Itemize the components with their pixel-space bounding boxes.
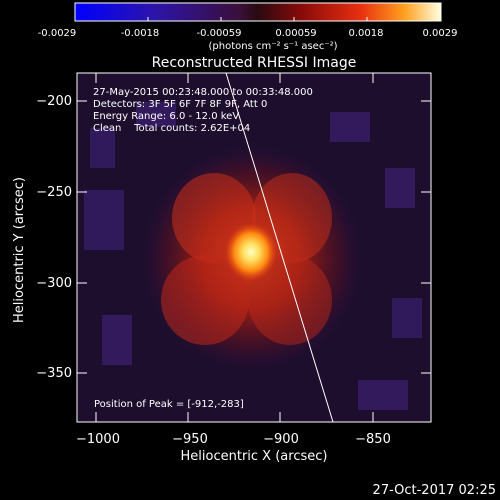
- x-axis-label: Heliocentric X (arcsec): [181, 449, 328, 464]
- y-tick-label: −300: [36, 276, 72, 291]
- heatmap-image: [77, 73, 431, 422]
- annotation-clean-counts: Clean Total counts: 2.62E+04: [93, 123, 250, 134]
- colorbar-tick-label: 0.0018: [349, 28, 384, 39]
- x-tick-label: −1000: [76, 432, 120, 447]
- x-axis-ticks: [95, 73, 374, 422]
- plot-frame: [76, 72, 432, 423]
- solar-limb-line: [225, 73, 334, 422]
- y-axis-ticks: [77, 100, 431, 374]
- y-tick-label: −200: [36, 94, 72, 109]
- colorbar-tick-label: -0.00059: [197, 28, 242, 39]
- annotation-detectors: Detectors: 3F 5F 6F 7F 8F 9F, Att 0: [93, 99, 267, 110]
- colorbar-unit-label: (photons cm⁻² s⁻¹ asec⁻²): [208, 41, 337, 52]
- x-tick-label: −900: [263, 432, 299, 447]
- colorbar-tick-label: 0.0029: [423, 28, 458, 39]
- x-tick-label: −850: [355, 432, 391, 447]
- annotation-time-range: 27-May-2015 00:23:48.000 to 00:33:48.000: [93, 87, 313, 98]
- colorbar-tick-label: -0.0029: [38, 28, 77, 39]
- chart-title: Reconstructed RHESSI Image: [152, 55, 357, 71]
- y-tick-label: −350: [36, 366, 72, 381]
- colorbar-ticks: [74, 17, 442, 21]
- x-tick-label: −950: [172, 432, 208, 447]
- peak-position-label: Position of Peak = [-912,-283]: [94, 399, 244, 410]
- source-core: [225, 223, 277, 281]
- background-noise: [84, 102, 422, 410]
- y-tick-label: −250: [36, 185, 72, 200]
- colorbar-tick-label: 0.00059: [275, 28, 316, 39]
- y-axis-label: Heliocentric Y (arcsec): [12, 177, 27, 323]
- footer-timestamp: 27-Oct-2017 02:25: [373, 483, 496, 498]
- annotation-energy-range: Energy Range: 6.0 - 12.0 keV: [93, 111, 239, 122]
- colorbar: [74, 2, 442, 22]
- colorbar-tick-label: -0.0018: [121, 28, 160, 39]
